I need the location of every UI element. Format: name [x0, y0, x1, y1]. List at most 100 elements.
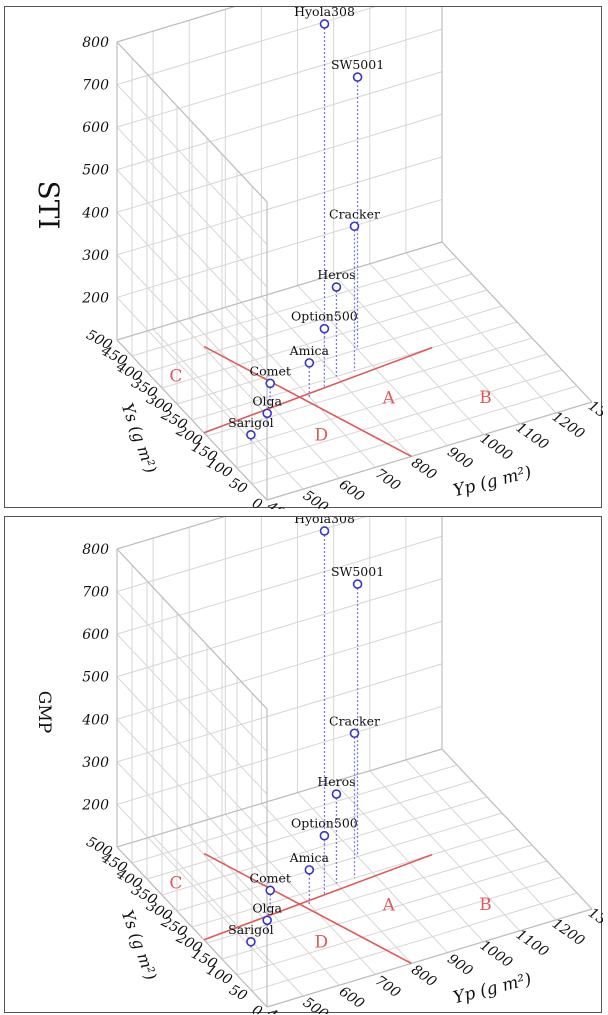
region-label: B — [479, 895, 492, 915]
data-point-label: Hyola308 — [294, 7, 355, 19]
floor-grid-line — [236, 876, 563, 976]
back-wall-grid-line — [116, 517, 225, 550]
region-label: A — [382, 896, 396, 916]
data-point-label: Hyola308 — [294, 517, 355, 526]
data-point-label: SW5001 — [331, 57, 384, 72]
data-point-marker — [265, 378, 276, 389]
left-wall-grid-line — [116, 718, 268, 880]
z-tick-label: 300 — [82, 755, 109, 771]
x-tick-label: 1100 — [513, 927, 551, 961]
x-tick-label: 800 — [408, 455, 439, 483]
data-point-marker — [331, 282, 342, 292]
z-tick-label: 800 — [82, 542, 109, 558]
data-point-marker — [331, 789, 342, 799]
floor-grid-line — [146, 780, 473, 880]
frame-edge — [266, 908, 593, 1008]
floor-grid-line — [146, 273, 473, 373]
z-tick-label: 200 — [81, 797, 109, 813]
back-wall-grid-line — [116, 198, 443, 298]
frame-edge — [116, 241, 443, 341]
left-wall-grid-line — [116, 126, 268, 288]
data-point-marker — [319, 323, 330, 334]
sti-chart-panel: ABCD400500600700800900100011001200130005… — [4, 6, 603, 509]
left-wall-grid-line — [116, 591, 268, 752]
data-point-marker — [262, 915, 272, 926]
data-point-marker — [352, 72, 363, 82]
back-wall-grid-line — [116, 578, 443, 678]
frame-edge — [266, 401, 593, 501]
z-tick-label: 400 — [81, 712, 109, 728]
data-points: Hyola308 SW5001 Cracker Heros Option500 Amica… — [228, 517, 384, 951]
floor-grid-line — [206, 337, 533, 437]
x-tick-label: 700 — [372, 973, 403, 1001]
data-point-label: Cracker — [329, 206, 380, 221]
left-wall-grid-line — [116, 254, 268, 416]
quadrant-divider — [203, 852, 412, 965]
frame-edge — [441, 748, 593, 910]
back-wall-grid-line — [116, 7, 376, 86]
floor-grid-line — [176, 305, 503, 405]
quadrant-lines — [203, 852, 433, 965]
back-wall-grid-line — [116, 28, 443, 128]
data-point-label: Sarigol — [228, 415, 274, 430]
back-wall-grid-line — [116, 517, 367, 593]
z-tick-label: 600 — [82, 627, 109, 643]
x-tick-label: 900 — [444, 444, 475, 472]
data-point-marker — [319, 19, 330, 29]
back-wall-grid-line — [116, 113, 443, 213]
left-wall-grid-line — [116, 676, 268, 838]
region-label: D — [314, 425, 328, 445]
z-tick-label: 200 — [81, 290, 109, 306]
x-tick-label: 500 — [300, 488, 331, 509]
data-point-label: Amica — [289, 850, 330, 865]
gmp-3d-scatter: ABCD400500600700800900100011001200130005… — [34, 517, 603, 1014]
floor-grid-line — [131, 764, 458, 864]
data-point-label: Option500 — [291, 309, 358, 324]
data-point-label: Amica — [289, 343, 330, 358]
data-point-label: Comet — [250, 870, 291, 885]
y-axis-title: Ys (g m²) — [118, 400, 161, 475]
y-tick-label: 0 — [249, 495, 264, 509]
floor-grid-line — [131, 257, 458, 357]
frame-edge — [116, 339, 268, 501]
x-tick-label: 1200 — [549, 916, 587, 950]
grid-lines — [116, 7, 593, 501]
gmp-chart-panel: ABCD400500600700800900100011001200130005… — [4, 516, 603, 1014]
z-tick-label: 700 — [82, 78, 109, 94]
data-point-marker — [246, 429, 256, 440]
data-point-marker — [265, 885, 276, 896]
data-point-label: SW5001 — [331, 564, 384, 579]
data-point-marker — [352, 579, 363, 589]
region-label: C — [169, 874, 182, 894]
z-tick-label: 500 — [82, 670, 109, 686]
data-point-label: Option500 — [291, 816, 358, 831]
x-tick-label: 1000 — [477, 431, 515, 465]
frame-edge — [116, 41, 268, 203]
region-label: A — [382, 389, 396, 409]
back-wall-grid-line — [116, 71, 443, 171]
left-wall-grid-line — [116, 804, 268, 965]
floor-grid-line — [251, 385, 578, 485]
x-tick-label: 500 — [300, 995, 331, 1014]
region-label: B — [479, 388, 492, 408]
z-axis-title: STI — [32, 181, 65, 230]
back-wall-grid-line — [116, 663, 443, 763]
data-point-label: Heros — [317, 267, 355, 282]
floor-grid-line — [251, 892, 578, 992]
x-tick-label: 1000 — [477, 938, 515, 972]
left-wall-grid-line — [116, 633, 268, 795]
x-tick-label: 400 — [263, 498, 295, 509]
frame-edge — [116, 846, 268, 1008]
floor-grid-line — [176, 812, 503, 912]
back-wall-grid-line — [116, 7, 235, 43]
left-wall-grid-line — [116, 761, 268, 923]
quadrant-divider — [203, 346, 433, 434]
data-point-marker — [304, 865, 315, 875]
quadrant-divider — [203, 853, 433, 941]
sti-3d-scatter: ABCD400500600700800900100011001200130005… — [32, 7, 603, 509]
floor-grid-line — [221, 860, 548, 960]
left-wall-grid-line — [116, 297, 268, 458]
z-tick-label: 700 — [82, 585, 109, 601]
z-tick-label: 400 — [81, 205, 109, 221]
y-axis-title: Ys (g m²) — [118, 907, 161, 982]
